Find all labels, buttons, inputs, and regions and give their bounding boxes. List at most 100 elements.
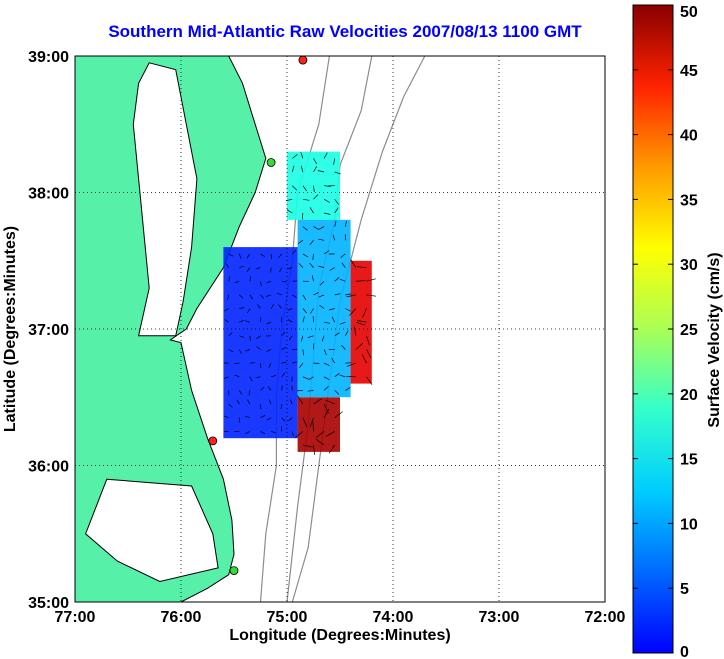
velocity-arrow [324, 212, 331, 215]
y-axis-label: Latitude (Degrees:Minutes) [2, 226, 19, 432]
velocity-arrow [323, 349, 327, 356]
velocity-arrow [353, 326, 357, 336]
colorbar-tick-label: 30 [680, 257, 698, 274]
velocity-arrow [318, 226, 325, 230]
velocity-arrow [291, 165, 295, 173]
velocity-arrow [244, 320, 251, 323]
velocity-arrow [332, 234, 336, 241]
velocity-arrow [366, 349, 372, 359]
velocity-arrow [281, 331, 286, 337]
y-tick-labels: 39:00 38:00 37:00 36:00 35:00 [28, 49, 69, 612]
velocity-arrow [308, 376, 314, 381]
velocity-arrow [266, 321, 272, 325]
velocity-arrow [249, 276, 251, 282]
velocity-arrow [300, 152, 304, 159]
velocity-arrow [346, 362, 357, 367]
velocity-arrow [302, 417, 308, 428]
velocity-arrow [260, 281, 262, 287]
velocity-arrow [318, 265, 325, 268]
velocity-arrow [256, 335, 261, 339]
velocity-arrow [270, 304, 274, 309]
velocity-arrow [339, 278, 346, 282]
velocity-arrow [281, 372, 286, 378]
velocity-arrow [223, 415, 229, 419]
colorbar-tick-label: 50 [680, 4, 698, 21]
velocity-arrow [299, 362, 304, 369]
velocity-arrow [346, 294, 356, 298]
velocity-arrow [300, 335, 304, 342]
velocity-arrow [238, 349, 242, 355]
velocity-arrow [350, 259, 357, 268]
x-tick-label: 74:00 [373, 609, 414, 626]
velocity-arrow [323, 403, 329, 414]
velocity-arrow [355, 280, 366, 282]
velocity-arrow [345, 308, 351, 312]
velocity-arrow [355, 342, 364, 350]
velocity-arrow [257, 304, 261, 309]
velocity-arrow [294, 431, 304, 439]
velocity-arrow [248, 390, 251, 396]
velocity-arrow [313, 398, 323, 405]
velocity-arrow [309, 240, 314, 246]
velocity-arrow [245, 431, 251, 435]
velocity-arrow [249, 335, 251, 341]
velocity-arrow [228, 349, 234, 353]
station-marker [298, 56, 308, 65]
velocity-region-southern-jet [297, 397, 340, 452]
velocity-arrow [334, 373, 340, 378]
velocity-arrow [334, 171, 342, 175]
velocity-arrow [267, 386, 272, 391]
velocity-arrow [238, 253, 242, 259]
colorbar-tick-label: 10 [680, 516, 698, 533]
velocity-arrow [341, 262, 346, 268]
velocity-arrow [345, 387, 351, 391]
velocity-arrow [313, 444, 315, 456]
velocity-arrow [296, 390, 303, 392]
velocity-arrow [361, 354, 367, 364]
velocity-arrow [239, 307, 245, 309]
velocity-arrow [345, 293, 352, 296]
velocity-arrow [249, 294, 253, 300]
velocity-arrow [309, 262, 314, 268]
velocity-arrow [239, 335, 245, 338]
velocity-arrow [288, 417, 293, 422]
plot-frame [74, 55, 606, 603]
velocity-arrow [298, 263, 304, 268]
velocity-arrow [313, 158, 318, 165]
velocity-arrow [291, 431, 294, 437]
velocity-arrows [223, 152, 377, 456]
velocity-arrow [292, 361, 298, 364]
x-axis-label: Longitude (Degrees:Minutes) [229, 627, 450, 644]
velocity-arrow [287, 319, 293, 323]
velocity-arrow [323, 408, 330, 418]
velocity-arrow [287, 308, 293, 311]
velocity-arrow [334, 207, 339, 214]
velocity-arrow [302, 226, 308, 231]
velocity-arrow [334, 220, 337, 227]
velocity-arrow [334, 411, 343, 418]
velocity-arrow [255, 376, 261, 379]
velocity-arrow [313, 292, 319, 296]
velocity-arrow [317, 170, 325, 173]
chesapeake-bay [132, 62, 198, 337]
colorbar-tick-label: 5 [680, 581, 689, 598]
velocity-arrow [228, 276, 231, 282]
velocity-arrow [324, 185, 331, 187]
velocity-arrow [245, 349, 251, 352]
velocity-arrow [323, 152, 328, 159]
velocity-arrow [318, 294, 325, 298]
velocity-arrow [239, 390, 243, 395]
velocity-arrow [260, 386, 265, 391]
velocity-arrow [224, 319, 229, 323]
velocity-arrow [355, 321, 366, 326]
y-tick-label: 36:00 [28, 459, 69, 476]
x-tick-label: 73:00 [479, 609, 520, 626]
velocity-arrow [260, 294, 265, 299]
velocity-arrow [323, 386, 329, 391]
velocity-arrow [344, 220, 347, 227]
station-marker [229, 566, 239, 575]
y-tick-label: 38:00 [28, 186, 69, 203]
x-tick-labels: 77:00 76:00 75:00 74:00 73:00 72:00 [55, 609, 626, 626]
